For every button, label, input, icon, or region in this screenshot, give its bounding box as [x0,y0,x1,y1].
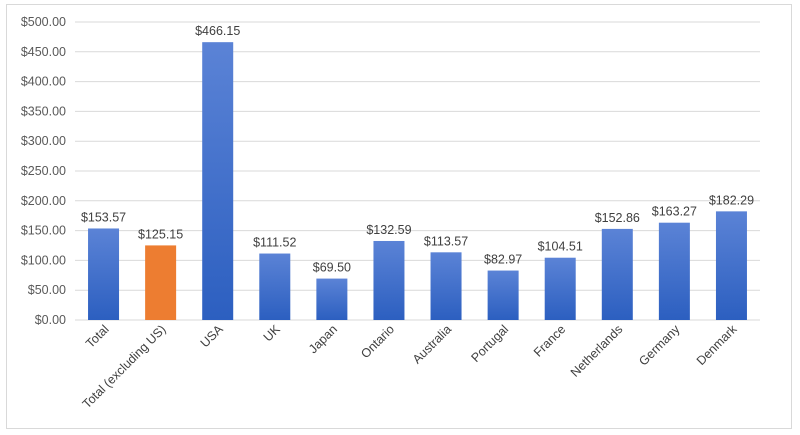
bar-total [88,228,119,320]
x-tick-label: France [531,322,568,359]
data-label: $69.50 [313,261,351,275]
x-tick-label: Total [83,322,112,351]
data-label: $113.57 [424,234,468,248]
data-label: $111.52 [253,236,296,250]
gridlines [75,22,760,320]
x-tick-label: Japan [306,322,340,356]
y-tick-label: $400.00 [21,75,66,89]
bar-total-excluding-us [145,245,176,320]
y-tick-label: $150.00 [21,224,66,238]
x-tick-label: Denmark [694,322,740,368]
x-tick-label: UK [261,322,284,345]
x-tick-label: USA [198,322,227,351]
x-tick-label: Ontario [358,322,397,361]
data-label: $466.15 [195,24,240,38]
data-label: $182.29 [709,193,754,207]
y-tick-label: $200.00 [21,194,66,208]
bar-usa [202,42,233,320]
y-tick-label: $350.00 [21,104,66,118]
y-tick-label: $50.00 [28,283,66,297]
data-labels: $153.57 $125.15 $466.15 $111.52 $69.50 $132.5… [81,24,754,274]
data-label: $153.57 [81,210,126,224]
bar-ontario [373,241,404,320]
data-label: $132.59 [366,223,411,237]
x-tick-label: Portugal [468,322,511,365]
x-tick-label: Netherlands [568,322,626,380]
y-tick-label: $100.00 [21,253,66,267]
y-tick-label: $250.00 [21,164,66,178]
x-tick-label: Australia [410,322,454,366]
bar-portugal [488,271,519,320]
data-label: $82.97 [484,253,522,267]
data-label: $152.86 [595,211,640,225]
bar-japan [316,279,347,320]
data-label: $125.15 [138,227,183,241]
y-tick-label: $0.00 [35,313,66,327]
y-tick-label: $500.00 [21,15,66,29]
bar-denmark [716,211,747,320]
x-tick-label: Germany [636,322,683,369]
data-label: $104.51 [538,240,583,254]
bar-germany [659,223,690,320]
bar-netherlands [602,229,633,320]
data-label: $163.27 [652,205,697,219]
bar-france [545,258,576,320]
bars [88,42,747,320]
y-tick-label: $450.00 [21,45,66,59]
bar-uk [259,254,290,320]
y-axis: $0.00 $50.00 $100.00 $150.00 $200.00 $250.00 $… [21,15,66,327]
y-tick-label: $300.00 [21,134,66,148]
bar-australia [431,252,462,320]
